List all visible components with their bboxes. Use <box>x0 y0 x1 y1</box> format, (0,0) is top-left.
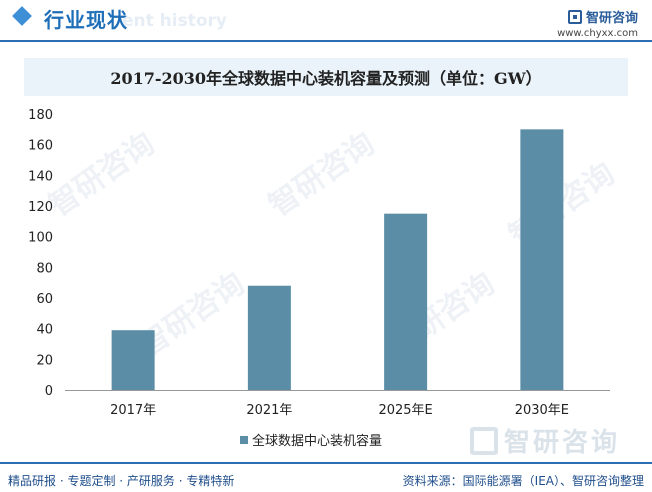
legend-label: 全球数据中心装机容量 <box>252 434 383 449</box>
y-tick-label: 0 <box>45 384 53 399</box>
bar <box>384 213 428 390</box>
watermark-brand-text: 智研咨询 <box>504 428 621 458</box>
page-footer: 精品研报 · 专题定制 · 产研服务 · 专精特新 资料来源：国际能源署（IEA… <box>0 462 652 492</box>
y-tick-label: 40 <box>36 323 53 338</box>
legend-swatch <box>240 435 248 444</box>
y-tick-label: 180 <box>28 108 53 123</box>
y-tick-label: 100 <box>28 231 53 246</box>
chart-title-band: 2017-2030年全球数据中心装机容量及预测（单位：GW） <box>24 58 628 96</box>
header-divider <box>0 40 652 42</box>
x-tick-label: 2017年 <box>110 403 156 418</box>
footer-services: 精品研报 · 专题定制 · 产研服务 · 专精特新 <box>8 474 235 488</box>
footer-source: 资料来源：国际能源署（IEA）、智研咨询整理 <box>402 474 644 488</box>
watermark-logo-icon <box>470 426 498 455</box>
bar <box>111 330 155 390</box>
y-tick-label: 140 <box>28 169 53 184</box>
y-tick-label: 60 <box>36 292 53 307</box>
brand: 智研咨询 <box>567 7 638 26</box>
page-header: 行业现状 ent history 智研咨询 www.chyxx.com <box>0 0 652 46</box>
bar <box>520 129 564 391</box>
header-ghost-text: ent history <box>122 11 227 31</box>
x-tick-label: 2025年E <box>378 403 432 418</box>
chart-title: 2017-2030年全球数据中心装机容量及预测（单位：GW） <box>110 69 542 88</box>
footer-divider <box>0 462 652 464</box>
y-tick-label: 120 <box>28 200 53 215</box>
brand-logo-icon <box>567 9 582 24</box>
brand-name: 智研咨询 <box>585 11 638 26</box>
bar <box>247 285 291 390</box>
y-tick-label: 80 <box>36 261 53 276</box>
chart-legend: 全球数据中心装机容量 <box>240 430 382 449</box>
x-tick-label: 2021年 <box>246 403 292 418</box>
bottom-watermark: 智研咨询 <box>470 422 620 459</box>
y-tick-label: 20 <box>36 353 53 368</box>
brand-url: www.chyxx.com <box>557 28 638 39</box>
x-tick-label: 2030年E <box>515 403 569 418</box>
y-tick-label: 160 <box>28 139 53 154</box>
section-title: 行业现状 <box>44 8 128 32</box>
